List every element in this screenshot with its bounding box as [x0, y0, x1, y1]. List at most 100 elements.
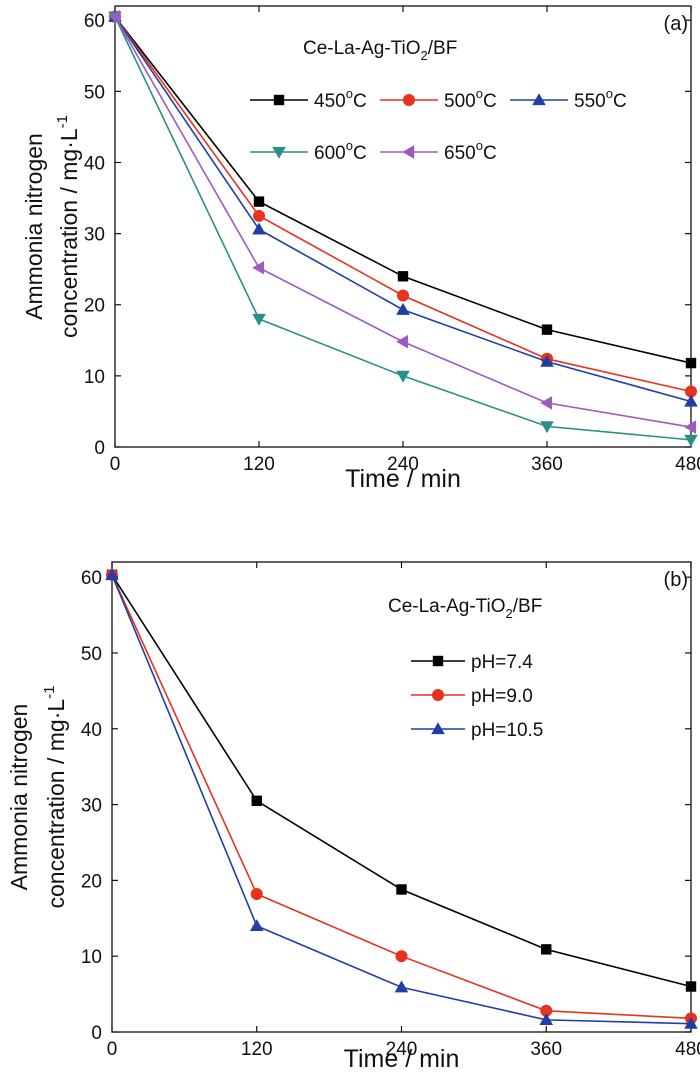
- data-point: [395, 950, 408, 963]
- data-point: [397, 289, 409, 302]
- y-tick-label: 0: [94, 438, 105, 459]
- data-point: [539, 1013, 554, 1025]
- legend-label-unit: C: [353, 143, 367, 164]
- catalyst-title-sub: 2: [421, 48, 428, 63]
- legend-item: 450oC: [250, 86, 367, 112]
- data-point: [540, 396, 553, 410]
- legend-marker: [272, 146, 286, 159]
- legend-label-unit: C: [483, 91, 497, 112]
- data-point: [250, 888, 263, 901]
- legend-label: pH=10.5: [471, 720, 543, 741]
- data-point: [685, 357, 697, 369]
- series-line: [114, 16, 692, 393]
- panel-b: 0 120 240 360 480 0 10 20 30 40 50 60 Time / min Ammo…: [6, 561, 700, 1073]
- legend-label-degree: o: [476, 138, 483, 153]
- series-line: [111, 574, 692, 988]
- data-point: [252, 260, 265, 275]
- data-point: [685, 981, 697, 992]
- x-tick-label: 240: [387, 454, 419, 475]
- y-tick-label: 10: [84, 367, 105, 388]
- legend-label-unit: C: [613, 91, 627, 112]
- y-axis-title-sup: -1: [54, 115, 71, 128]
- catalyst-title: Ce-La-Ag-TiO2/BF: [303, 38, 457, 63]
- series-line: [114, 16, 692, 428]
- y-axis-title-line1: Ammonia nitrogen: [21, 133, 47, 320]
- legend-label: pH=9.0: [471, 686, 533, 707]
- legend-item: 600oC: [250, 138, 367, 164]
- y-tick-label: 60: [84, 11, 105, 32]
- y-tick-label: 20: [81, 871, 102, 892]
- legend-item: 650oC: [380, 138, 497, 164]
- legend-label-value: 450: [314, 91, 346, 112]
- y-tick-label: 0: [91, 1023, 102, 1044]
- legend-label-value: 500: [444, 91, 476, 112]
- y-axis-title-sup: -1: [41, 685, 58, 698]
- data-point: [540, 354, 554, 367]
- x-tick-label: 120: [243, 454, 275, 475]
- data-point: [684, 420, 697, 434]
- legend-marker: [532, 93, 546, 106]
- legend-item: pH=10.5: [411, 720, 543, 741]
- panel-a: 0 120 240 360 480 0 10 20 30 40 50 60 Time / min Ammo…: [21, 5, 700, 493]
- catalyst-title-prefix: Ce-La-Ag-TiO: [388, 596, 506, 617]
- y-tick-label: 30: [81, 796, 102, 817]
- legend-marker: [402, 145, 415, 159]
- legend-label-unit: C: [353, 91, 367, 112]
- data-point: [252, 222, 266, 235]
- y-axis-title-main: concentration / mg·L: [43, 699, 69, 909]
- data-point: [251, 795, 262, 806]
- data-point: [396, 884, 407, 895]
- data-point: [540, 1004, 553, 1017]
- x-axis-title: Time / min: [345, 465, 461, 493]
- data-point: [684, 434, 698, 447]
- catalyst-title: Ce-La-Ag-TiO2/BF: [388, 596, 542, 621]
- y-tick-label: 50: [81, 644, 102, 665]
- data-point: [396, 334, 409, 349]
- legend-item: 500oC: [380, 86, 497, 112]
- legend-item: pH=7.4: [411, 652, 533, 673]
- data-point: [108, 9, 121, 24]
- legend-label-degree: o: [346, 138, 353, 153]
- legend-label: 550oC: [574, 86, 627, 112]
- legend-marker: [431, 722, 445, 735]
- legend-marker: [403, 94, 415, 106]
- x-tick-label: 360: [531, 454, 563, 475]
- legend-label: 600oC: [314, 138, 367, 164]
- data-point: [684, 1016, 698, 1029]
- x-tick-label: 240: [386, 1039, 418, 1060]
- series-1: [106, 568, 697, 1025]
- series-2: [105, 568, 698, 1029]
- y-tick-label: 20: [84, 296, 105, 317]
- series-3: [108, 11, 698, 447]
- data-point: [541, 324, 553, 335]
- x-axis-title: Time / min: [344, 1045, 460, 1073]
- data-point: [397, 271, 409, 282]
- panel-label: (a): [664, 13, 688, 35]
- y-tick-label: 50: [84, 82, 105, 103]
- data-point: [249, 919, 264, 931]
- legend-label-degree: o: [346, 86, 353, 101]
- legend-label: pH=7.4: [471, 652, 533, 673]
- legend-label-unit: C: [483, 143, 497, 164]
- series-0: [106, 569, 697, 992]
- legend-marker: [432, 655, 444, 667]
- legend-item: pH=9.0: [411, 686, 533, 707]
- y-axis-title-main: concentration / mg·L: [56, 128, 82, 338]
- data-point: [541, 944, 552, 955]
- legend-label-value: 650: [444, 143, 476, 164]
- data-point: [394, 980, 409, 993]
- x-tick-label: 0: [110, 454, 121, 475]
- x-tick-label: 480: [675, 454, 700, 475]
- data-point: [540, 421, 554, 434]
- legend: pH=7.4 pH=9.0 pH=10.5: [411, 652, 543, 741]
- series-4: [108, 9, 697, 434]
- x-tick-label: 480: [675, 1039, 700, 1060]
- catalyst-title-suffix: /BF: [513, 596, 543, 617]
- y-axis-title-line2: concentration / mg·L-1: [54, 115, 82, 338]
- data-point: [253, 209, 265, 222]
- legend-label-degree: o: [476, 86, 483, 101]
- y-tick-label: 30: [84, 225, 105, 246]
- legend-label: 500oC: [444, 86, 497, 112]
